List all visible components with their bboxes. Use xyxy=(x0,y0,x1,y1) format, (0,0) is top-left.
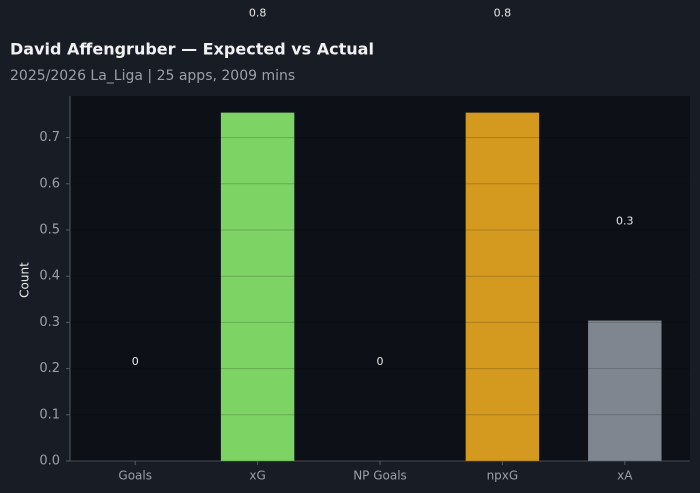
x-tick-label: xA xyxy=(617,469,633,483)
value-label: 0.3 xyxy=(616,215,634,228)
y-axis-label: Count xyxy=(18,262,32,298)
y-tick-label: 0.5 xyxy=(39,222,60,237)
chart-subtitle: 2025/2026 La_Liga | 25 apps, 2009 mins xyxy=(10,68,295,84)
bar xyxy=(465,112,540,462)
y-tick-label: 0.2 xyxy=(39,361,60,376)
y-tick-label: 0.6 xyxy=(39,176,60,191)
x-tick-label: npxG xyxy=(487,469,519,483)
y-tick-label: 0.3 xyxy=(39,315,60,330)
plot-area xyxy=(70,96,690,461)
value-label: 0 xyxy=(132,355,139,368)
y-tick-label: 0.1 xyxy=(39,407,60,422)
bar xyxy=(220,112,295,462)
chart-title: David Affengruber — Expected vs Actual xyxy=(10,40,374,59)
value-label: 0.8 xyxy=(249,7,267,20)
bar xyxy=(588,320,662,461)
y-tick-label: 0.0 xyxy=(39,454,60,469)
x-tick-label: Goals xyxy=(118,469,152,483)
value-label: 0.8 xyxy=(494,7,512,20)
value-label: 0 xyxy=(377,355,384,368)
x-tick-label: xG xyxy=(249,469,265,483)
y-tick-label: 0.7 xyxy=(39,130,60,145)
x-tick-label: NP Goals xyxy=(353,469,407,483)
y-tick-label: 0.4 xyxy=(39,269,60,284)
